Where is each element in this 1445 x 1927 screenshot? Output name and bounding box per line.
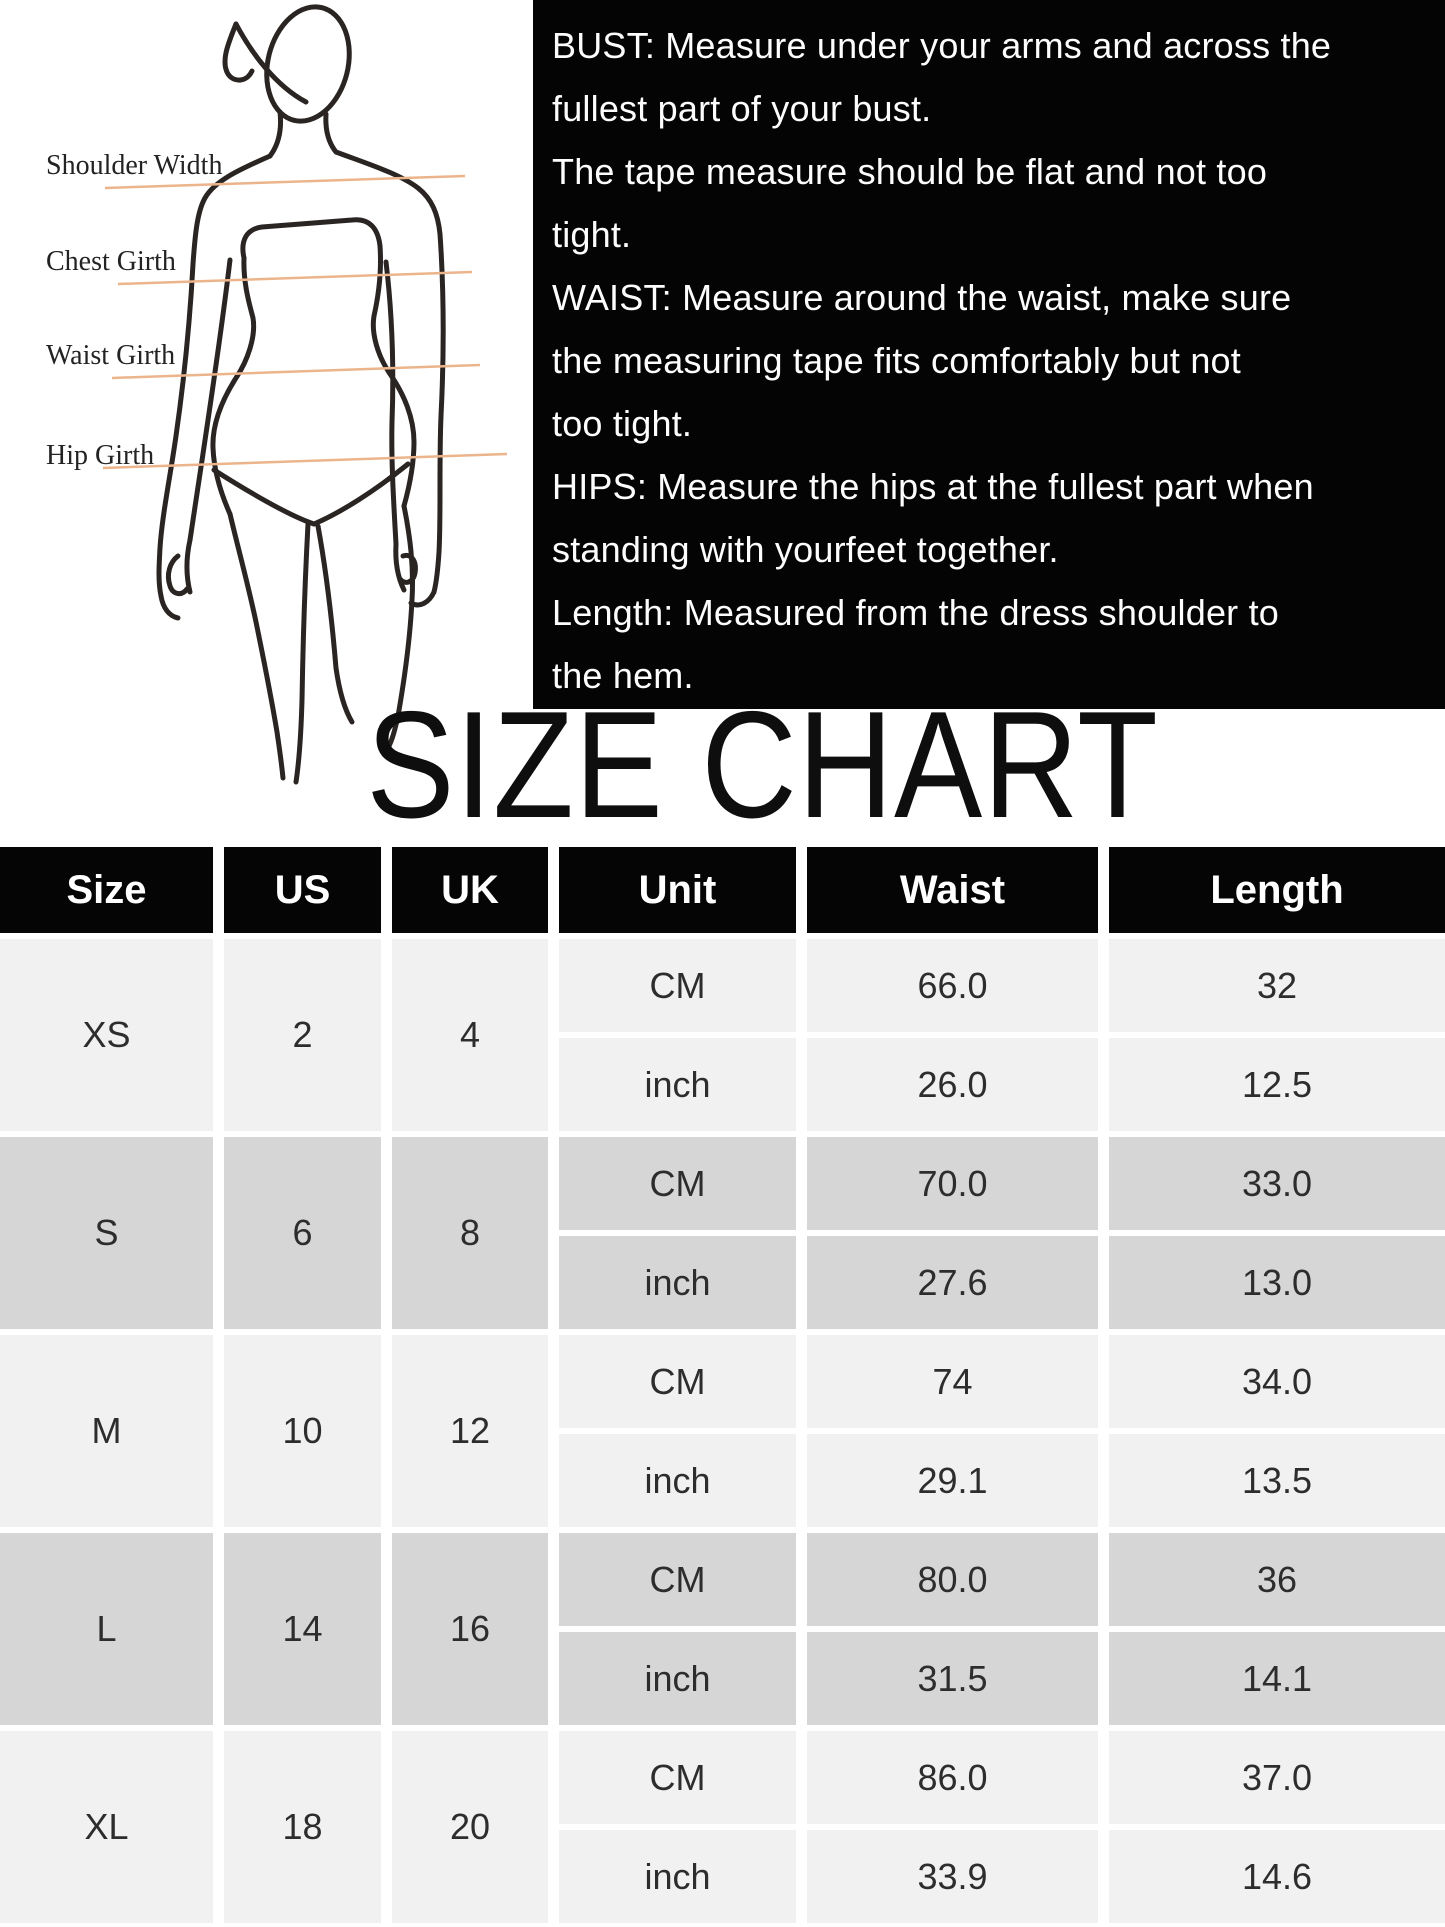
- instruction-line: tight.: [552, 214, 632, 255]
- unit-cell: CM: [559, 1335, 796, 1428]
- body-figure: Shoulder Width Chest Girth Waist Girth H…: [0, 0, 530, 800]
- body-figure-drawing: [102, 4, 508, 785]
- table-header-uk: UK: [392, 847, 548, 933]
- figure-hair-hook: [222, 21, 255, 83]
- length-cell: 12.5: [1109, 1038, 1445, 1131]
- figure-label-hip-girth: Hip Girth: [46, 440, 155, 471]
- length-cell: 36: [1109, 1533, 1445, 1626]
- size-chart-title: SIZE CHART: [366, 680, 1159, 850]
- waist-cell: 70.0: [807, 1137, 1098, 1230]
- figure-bodice: [240, 217, 383, 261]
- instruction-line: The tape measure should be flat and not …: [552, 151, 1268, 192]
- length-cell: 13.5: [1109, 1434, 1445, 1527]
- unit-cell: inch: [559, 1632, 796, 1725]
- us-cell: 6: [224, 1137, 381, 1329]
- instruction-line: fullest part of your bust.: [552, 88, 932, 129]
- waist-cell: 74: [807, 1335, 1098, 1428]
- length-cell: 14.6: [1109, 1830, 1445, 1923]
- instruction-line: the hem.: [552, 655, 694, 696]
- figure-hair-strand: [233, 21, 309, 105]
- measurement-line-chest: [117, 270, 473, 286]
- length-cell: 13.0: [1109, 1236, 1445, 1329]
- table-header-length: Length: [1109, 847, 1445, 933]
- measurement-guide-section: Shoulder Width Chest Girth Waist Girth H…: [0, 0, 1445, 785]
- size-cell: XL: [0, 1731, 213, 1923]
- uk-cell: 20: [392, 1731, 548, 1923]
- waist-cell: 86.0: [807, 1731, 1098, 1824]
- instruction-line: the measuring tape fits comfortably but …: [552, 340, 1241, 381]
- uk-cell: 16: [392, 1533, 548, 1725]
- table-header-us: US: [224, 847, 381, 933]
- instruction-line: BUST: Measure under your arms and across…: [552, 25, 1332, 66]
- waist-cell: 80.0: [807, 1533, 1098, 1626]
- instruction-line: WAIST: Measure around the waist, make su…: [552, 277, 1292, 318]
- waist-cell: 27.6: [807, 1236, 1098, 1329]
- unit-cell: inch: [559, 1434, 796, 1527]
- figure-head: [264, 4, 352, 124]
- unit-cell: CM: [559, 1533, 796, 1626]
- uk-cell: 4: [392, 939, 548, 1131]
- table-header-unit: Unit: [559, 847, 796, 933]
- instructions-panel: BUST: Measure under your arms and across…: [533, 0, 1445, 709]
- waist-cell: 33.9: [807, 1830, 1098, 1923]
- waist-cell: 29.1: [807, 1434, 1098, 1527]
- instruction-line: standing with yourfeet together.: [552, 529, 1059, 570]
- waist-cell: 66.0: [807, 939, 1098, 1032]
- length-cell: 33.0: [1109, 1137, 1445, 1230]
- instruction-line: too tight.: [552, 403, 693, 444]
- figure-label-shoulder-width: Shoulder Width: [46, 150, 223, 181]
- size-cell: M: [0, 1335, 213, 1527]
- size-cell: L: [0, 1533, 213, 1725]
- measurement-line-shoulder: [104, 174, 466, 190]
- waist-cell: 31.5: [807, 1632, 1098, 1725]
- unit-cell: inch: [559, 1830, 796, 1923]
- uk-cell: 8: [392, 1137, 548, 1329]
- figure-label-chest-girth: Chest Girth: [46, 246, 176, 277]
- waist-cell: 26.0: [807, 1038, 1098, 1131]
- measurement-line-hip: [102, 452, 508, 470]
- unit-cell: inch: [559, 1038, 796, 1131]
- us-cell: 2: [224, 939, 381, 1131]
- size-cell: S: [0, 1137, 213, 1329]
- unit-cell: CM: [559, 1731, 796, 1824]
- length-cell: 14.1: [1109, 1632, 1445, 1725]
- unit-cell: CM: [559, 939, 796, 1032]
- unit-cell: CM: [559, 1137, 796, 1230]
- us-cell: 10: [224, 1335, 381, 1527]
- uk-cell: 12: [392, 1335, 548, 1527]
- measurement-line-waist: [111, 363, 481, 380]
- table-header-waist: Waist: [807, 847, 1098, 933]
- length-cell: 32: [1109, 939, 1445, 1032]
- us-cell: 14: [224, 1533, 381, 1725]
- figure-label-waist-girth: Waist Girth: [46, 340, 176, 371]
- unit-cell: inch: [559, 1236, 796, 1329]
- instruction-line: HIPS: Measure the hips at the fullest pa…: [552, 466, 1314, 507]
- length-cell: 34.0: [1109, 1335, 1445, 1428]
- instruction-line: Length: Measured from the dress shoulder…: [552, 592, 1280, 633]
- size-table: Size US UK Unit Waist Length XS 2 4 CM 6…: [0, 847, 1445, 1923]
- length-cell: 37.0: [1109, 1731, 1445, 1824]
- table-header-size: Size: [0, 847, 213, 933]
- size-cell: XS: [0, 939, 213, 1131]
- us-cell: 18: [224, 1731, 381, 1923]
